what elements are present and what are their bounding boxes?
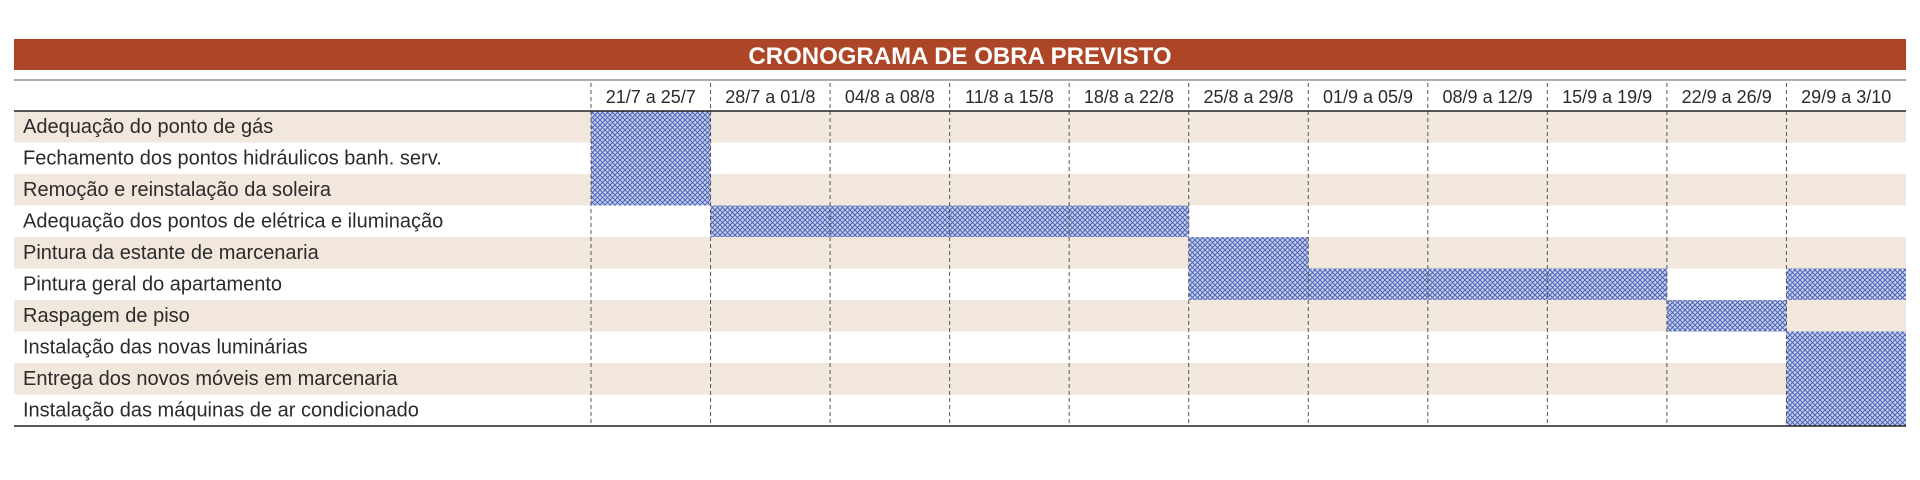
- period-label: 22/9 a 26/9: [1682, 87, 1772, 107]
- task-bar: [949, 205, 1070, 237]
- task-label: Fechamento dos pontos hidráulicos banh. …: [23, 148, 442, 170]
- period-label: 21/7 a 25/7: [606, 87, 696, 107]
- task-bar: [1666, 300, 1787, 332]
- task-label: Raspagem de piso: [23, 305, 190, 327]
- task-bar: [830, 205, 950, 237]
- task-bar: [1786, 268, 1906, 300]
- task-label: Entrega dos novos móveis em marcenaria: [23, 368, 398, 390]
- row-shade: [14, 237, 1906, 269]
- task-bar: [1308, 268, 1428, 300]
- task-bar: [1069, 205, 1189, 237]
- chart-title: CRONOGRAMA DE OBRA PREVISTO: [748, 43, 1171, 70]
- row-shade: [14, 111, 1906, 143]
- task-label: Instalação das novas luminárias: [23, 337, 308, 359]
- period-label: 18/8 a 22/8: [1084, 87, 1174, 107]
- period-label: 28/7 a 01/8: [725, 87, 815, 107]
- task-bar: [1786, 363, 1906, 395]
- task-bar: [591, 174, 711, 206]
- period-label: 11/8 a 15/8: [965, 87, 1054, 107]
- period-label: 29/9 a 3/10: [1801, 87, 1891, 107]
- task-bar: [1427, 268, 1548, 300]
- task-label: Pintura da estante de marcenaria: [23, 242, 320, 264]
- task-bar: [1547, 268, 1667, 300]
- task-bar: [1188, 268, 1309, 300]
- task-bar: [591, 111, 711, 143]
- period-label: 15/9 a 19/9: [1562, 87, 1652, 107]
- title-bar: [14, 39, 1906, 70]
- period-label: 08/9 a 12/9: [1443, 87, 1533, 107]
- task-label: Pintura geral do apartamento: [23, 274, 282, 296]
- period-label: 25/8 a 29/8: [1203, 87, 1293, 107]
- row-shade: [14, 174, 1906, 206]
- task-bar: [1786, 394, 1906, 426]
- row-shade: [14, 363, 1906, 395]
- task-label: Adequação dos pontos de elétrica e ilumi…: [23, 211, 443, 233]
- task-label: Remoção e reinstalação da soleira: [23, 179, 332, 201]
- task-bar: [710, 205, 831, 237]
- row-shade: [14, 300, 1906, 332]
- task-label: Adequação do ponto de gás: [23, 116, 273, 138]
- period-label: 04/8 a 08/8: [845, 87, 935, 107]
- task-bar: [1188, 237, 1309, 269]
- task-bar: [1786, 331, 1906, 363]
- task-label: Instalação das máquinas de ar condiciona…: [23, 400, 419, 422]
- period-label: 01/9 a 05/9: [1323, 87, 1413, 107]
- task-bar: [591, 142, 711, 174]
